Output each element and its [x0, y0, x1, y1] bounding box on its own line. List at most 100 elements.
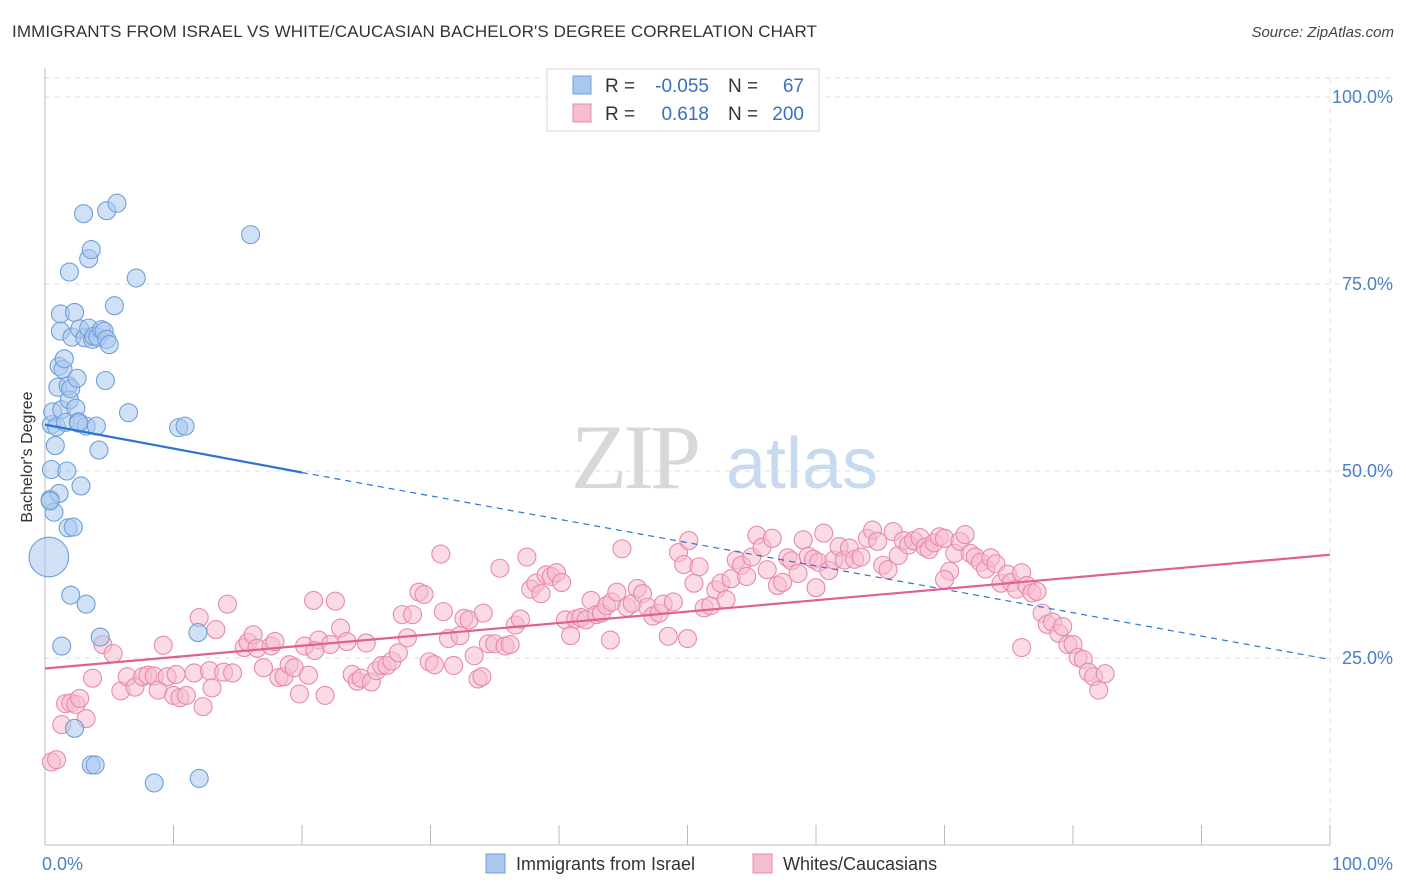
- series-legend: Immigrants from Israel Whites/Caucasians: [485, 853, 937, 874]
- whites-caucasians-point-200: [202, 678, 222, 698]
- whites-caucasians-point-74: [450, 626, 470, 646]
- immigrants-from-israel-point-34: [74, 204, 94, 224]
- whites-caucasians-point-8: [82, 668, 103, 688]
- whites-caucasians-point-50: [325, 591, 345, 611]
- whites-caucasians-point-38: [265, 631, 285, 652]
- whites-caucasians-point-6: [70, 688, 90, 708]
- whites-caucasians-point-31: [223, 663, 243, 683]
- watermark-zip: ZIP: [571, 406, 698, 508]
- immigrants-from-israel-point-64: [241, 225, 261, 245]
- series-immigrants-from-israel: [28, 193, 261, 793]
- axes: [44, 68, 1331, 846]
- whites-caucasians-point-115: [658, 626, 678, 646]
- immigrants-from-israel-point-63: [189, 768, 209, 788]
- immigrants-from-israel-point-27: [65, 302, 85, 322]
- immigrants-from-israel-point-0: [28, 536, 70, 578]
- x-tick-labels: 0.0% 100.0%: [42, 854, 1393, 874]
- whites-caucasians-point-73: [444, 655, 464, 676]
- y-tick-labels: 25.0% 50.0% 75.0% 100.0%: [1332, 87, 1393, 668]
- whites-caucasians-point-202: [472, 667, 492, 687]
- immigrants-from-israel-point-56: [107, 193, 127, 213]
- whites-caucasians-point-152: [851, 547, 871, 567]
- trend-lines: [44, 423, 1331, 670]
- legend-n-value-1: 67: [783, 76, 804, 97]
- immigrants-from-israel-point-53: [99, 335, 119, 355]
- whites-caucasians-point-141: [793, 530, 813, 550]
- grid-lines: [45, 77, 1390, 845]
- whites-caucasians-point-116: [663, 592, 683, 612]
- immigrants-from-israel-point-6: [45, 436, 65, 456]
- whites-caucasians-point-36: [253, 658, 274, 678]
- immigrants-from-israel-point-43: [85, 755, 105, 775]
- immigrants-from-israel-point-40: [81, 240, 101, 260]
- whites-caucasians-point-62: [388, 643, 408, 663]
- y-tick-label-100: 100.0%: [1332, 87, 1393, 107]
- immigrants-from-israel-point-36: [76, 594, 96, 614]
- series-whites-caucasians: [41, 520, 1115, 772]
- series-legend-label-blue: Immigrants from Israel: [516, 854, 695, 874]
- whites-caucasians-point-198: [1089, 680, 1109, 700]
- whites-caucasians-point-1: [47, 750, 67, 770]
- immigrants-from-israel-point-62: [188, 623, 208, 643]
- whites-caucasians-point-106: [612, 539, 632, 559]
- immigrants-from-israel-point-47: [89, 440, 109, 460]
- whites-caucasians-point-191: [1053, 617, 1073, 637]
- whites-caucasians-point-137: [773, 572, 793, 593]
- immigrants-from-israel-point-28: [65, 718, 85, 738]
- whites-caucasians-point-43: [289, 684, 309, 704]
- whites-caucasians-point-94: [552, 572, 572, 593]
- whites-caucasians-point-186: [1027, 581, 1047, 601]
- whites-caucasians-point-205: [806, 578, 826, 598]
- whites-caucasians-point-140: [788, 563, 808, 584]
- x-tick-label-100: 100.0%: [1332, 854, 1393, 874]
- whites-caucasians-point-87: [517, 547, 537, 567]
- whites-caucasians-point-135: [762, 528, 782, 548]
- whites-caucasians-point-145: [814, 523, 834, 543]
- immigrants-from-israel-point-22: [59, 262, 79, 282]
- correlation-legend: R = -0.055 N = 67 R = 0.618 N = 200: [546, 68, 820, 132]
- immigrants-from-israel-point-48: [90, 627, 110, 647]
- immigrants-from-israel-point-58: [126, 268, 146, 288]
- immigrants-from-israel-point-61: [175, 416, 195, 436]
- whites-caucasians-point-26: [193, 697, 213, 717]
- legend-r-value-1: -0.055: [655, 76, 709, 97]
- immigrants-from-israel-point-57: [118, 403, 139, 423]
- y-tick-label-75: 75.0%: [1342, 274, 1393, 294]
- series-legend-label-pink: Whites/Caucasians: [783, 854, 937, 874]
- whites-caucasians-point-65: [402, 605, 423, 625]
- whites-caucasians-point-82: [490, 558, 510, 578]
- legend-n-label-2: N =: [728, 104, 758, 125]
- whites-caucasians-point-10: [103, 643, 123, 664]
- whites-caucasians-point-105: [607, 582, 627, 602]
- whites-caucasians-point-155: [868, 531, 888, 551]
- whites-caucasians-point-46: [304, 590, 324, 610]
- whites-caucasians-point-67: [414, 584, 434, 604]
- whites-caucasians-point-121: [689, 557, 709, 577]
- whites-caucasians-point-69: [424, 655, 444, 675]
- y-tick-label-50: 50.0%: [1342, 461, 1393, 481]
- y-axis-title: Bachelor's Degree: [19, 391, 36, 522]
- y-tick-label-25: 25.0%: [1342, 648, 1393, 668]
- whites-caucasians-point-199: [1095, 664, 1115, 684]
- trend-line-whites: [44, 553, 1331, 670]
- source-credit: Source: ZipAtlas.com: [1251, 24, 1394, 41]
- whites-caucasians-point-207: [1012, 637, 1032, 658]
- whites-caucasians-point-28: [206, 620, 226, 640]
- whites-caucasians-point-126: [716, 590, 736, 610]
- immigrants-from-israel-point-66: [68, 413, 88, 433]
- whites-caucasians-point-120: [684, 573, 704, 593]
- whites-caucasians-point-96: [561, 626, 581, 646]
- whites-caucasians-point-18: [153, 635, 173, 655]
- whites-caucasians-point-79: [473, 603, 493, 623]
- whites-caucasians-point-71: [433, 602, 453, 622]
- whites-caucasians-point-172: [955, 525, 975, 545]
- series-legend-swatch-pink: [752, 853, 773, 874]
- immigrants-from-israel-point-23: [61, 585, 81, 605]
- whites-caucasians-point-77: [464, 646, 484, 666]
- whites-caucasians-point-119: [679, 531, 699, 551]
- legend-swatch-pink: [572, 103, 592, 123]
- immigrants-from-israel-point-59: [144, 773, 164, 793]
- whites-caucasians-point-84: [500, 634, 520, 655]
- immigrants-from-israel-point-16: [54, 349, 74, 369]
